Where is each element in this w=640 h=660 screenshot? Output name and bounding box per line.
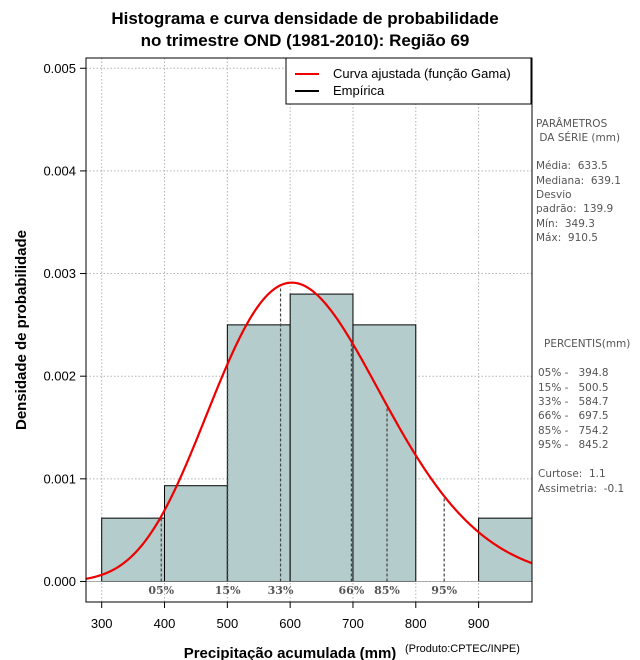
y-axis-label: Densidade de probabilidade [13,230,30,430]
percentile-label: 66% [339,584,365,597]
histogram-bar [226,324,291,582]
param-max: Máx: 910.5 [536,232,598,244]
percentil-66: 66% - 697.5 [538,410,609,422]
x-tick-label: 600 [279,616,301,631]
series-parameters: PARÂMETROS DA SÉRIE (mm) Média: 633.5 Me… [536,117,621,244]
y-tick-label: 0.001 [43,471,76,486]
y-tick-label: 0.000 [43,574,76,589]
percentil-33: 33% - 584.7 [538,396,609,408]
y-tick-label: 0.002 [43,369,76,384]
param-sd-line2: padrão: 139.9 [536,203,613,215]
histogram-bar [289,293,354,582]
histogram-bars [86,293,532,582]
histogram-bar [352,324,417,582]
percentil-05: 05% - 394.8 [538,367,609,379]
y-tick-label: 0.005 [43,61,76,76]
x-axis-ticks: 300 400 500 600 700 800 900 [91,602,490,631]
percentis-title: PERCENTIS(mm) [544,338,630,350]
x-tick-label: 800 [405,616,427,631]
stat-kurtosis: Curtose: 1.1 [538,468,606,480]
x-tick-label: 500 [216,616,238,631]
percentil-15: 15% - 500.5 [538,382,609,394]
param-median: Mediana: 639.1 [536,175,621,187]
x-tick-label: 400 [154,616,176,631]
y-tick-label: 0.003 [43,266,76,281]
legend-label-curve: Curva ajustada (função Gama) [333,66,511,81]
params-title-line1: PARÂMETROS [536,117,608,130]
percentile-label: 95% [431,584,457,597]
legend-box [285,57,532,105]
percentile-lines: 05% 15% 33% 66% 85% 95% [148,285,458,597]
percentile-label: 85% [374,584,400,597]
histogram-bar [164,485,228,582]
stat-skewness: Assimetria: -0.1 [538,483,624,495]
product-credit: (Produto:CPTEC/INPE) [405,643,520,655]
params-title-line2: DA SÉRIE (mm) [536,131,620,144]
percentile-label: 05% [148,584,174,597]
x-axis-label: Precipitação acumulada (mm) [184,645,397,660]
percentile-label: 33% [268,584,294,597]
param-sd-line1: Desvio [536,189,572,201]
gamma-curve [86,281,532,580]
percentile-table: PERCENTIS(mm) 05% - 394.8 15% - 500.5 33… [538,338,630,495]
x-tick-label: 700 [342,616,364,631]
gamma-curve-line [86,281,532,580]
param-min: Mín: 349.3 [536,218,595,230]
chart-title-line2: no trimestre OND (1981-2010): Região 69 [141,31,470,50]
legend: Curva ajustada (função Gama) Empírica [285,57,532,105]
legend-label-empirical: Empírica [333,83,385,98]
x-tick-label: 300 [91,616,113,631]
param-mean: Média: 633.5 [536,160,608,172]
chart-title-line1: Histograma e curva densidade de probabil… [111,9,498,28]
y-tick-label: 0.004 [43,163,76,178]
percentile-label: 15% [215,584,241,597]
percentil-85: 85% - 754.2 [538,425,609,437]
y-axis-ticks: 0.000 0.001 0.002 0.003 0.004 0.005 [43,61,86,589]
x-tick-label: 900 [468,616,490,631]
percentil-95: 95% - 845.2 [538,439,609,451]
